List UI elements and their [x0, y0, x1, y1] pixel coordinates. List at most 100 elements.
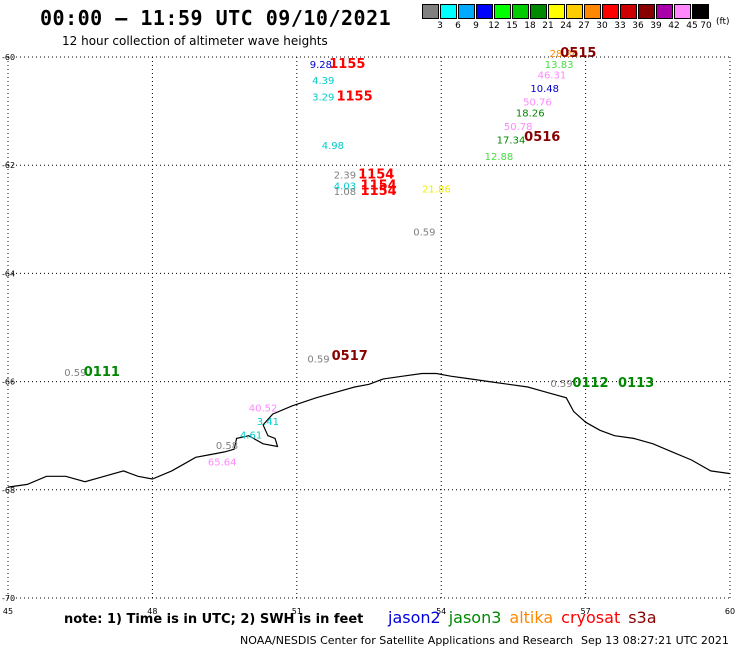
scale-swatch: [602, 4, 619, 19]
lon-tick-label: 48: [147, 607, 157, 616]
scale-swatch: [566, 4, 583, 19]
wave-height-value: 40.52: [249, 403, 278, 414]
lat-tick-label: -68: [2, 486, 15, 495]
wave-height-value: 0.58: [216, 441, 238, 452]
legend-item: s3a: [628, 608, 657, 627]
scale-swatch: [422, 4, 439, 19]
wave-height-value: 28.26: [550, 49, 579, 60]
legend-item: jason2: [388, 608, 441, 627]
wave-height-value: 50.78: [504, 122, 533, 133]
lat-tick-label: -60: [2, 53, 15, 62]
wave-height-value: 17.34: [497, 136, 526, 147]
pass-time: 0515: [560, 46, 596, 61]
scale-swatch: [440, 4, 457, 19]
wave-height-value: 12.88: [485, 152, 514, 163]
scale-label: 15: [506, 21, 518, 31]
wave-height-value: 46.31: [538, 71, 567, 82]
note-text: note: 1) Time is in UTC; 2) SWH is in fe…: [64, 612, 364, 627]
lat-tick-label: -70: [2, 594, 15, 603]
footer-timestamp: Sep 13 08:27:21 UTC 2021: [581, 634, 729, 647]
coastline-layer: [7, 372, 731, 488]
scale-label: 21: [542, 21, 554, 31]
pass-time: 0516: [524, 130, 560, 145]
legend-item: cryosat: [561, 608, 621, 627]
scale-swatch: [656, 4, 673, 19]
wave-height-value: 0.59: [550, 379, 572, 390]
scale-swatch: [674, 4, 691, 19]
wave-height-value: 9.28: [310, 60, 332, 71]
pass-time: 0517: [332, 349, 368, 364]
wave-height-value: 0.59: [64, 368, 86, 379]
legend-item: altika: [509, 608, 554, 627]
wave-height-value: 1.08: [334, 187, 356, 198]
wave-height-value: 3.29: [312, 92, 334, 103]
wave-height-value: 4.39: [312, 76, 334, 87]
scale-swatch: [620, 4, 637, 19]
map-title: 00:00 – 11:59 UTC 09/10/2021: [40, 6, 392, 30]
scale-label: 27: [578, 21, 590, 31]
scale-swatch: [584, 4, 601, 19]
lon-tick-label: 60: [725, 607, 735, 616]
wave-height-value: 18.26: [516, 109, 545, 120]
wave-height-value: 3.41: [257, 417, 279, 428]
pass-time: 0112: [572, 376, 608, 391]
wave-height-value: 0.59: [413, 228, 435, 239]
scale-swatch: [638, 4, 655, 19]
coastline: [7, 372, 731, 488]
scale-swatch: [512, 4, 529, 19]
scale-label: 45: [686, 21, 698, 31]
footer-credit: NOAA/NESDIS Center for Satellite Applica…: [240, 634, 574, 647]
legend-item: jason3: [448, 608, 502, 627]
scale-swatch: [494, 4, 511, 19]
pass-time: 0113: [618, 376, 654, 391]
scale-label: 42: [668, 21, 680, 31]
pass-time: 1154: [361, 184, 397, 199]
scale-label: 9: [473, 21, 479, 31]
wave-height-value: 4.98: [322, 141, 344, 152]
scale-swatch: [530, 4, 547, 19]
scale-swatch: [692, 4, 709, 19]
lon-tick-label: 57: [581, 607, 591, 616]
scale-label: 18: [524, 21, 536, 31]
wave-height-value: 21.86: [422, 184, 451, 195]
grid-lines: [7, 56, 731, 599]
wave-height-labels: 9.28 4.39 3.29 4.98 2.394.031.08 21.86 0.59 28.…: [64, 49, 578, 468]
wave-height-value: 10.48: [530, 84, 559, 95]
pass-time: 1154: [361, 179, 397, 194]
scale-label: 30: [596, 21, 608, 31]
pass-time: 0111: [84, 365, 120, 380]
pass-time: 1154: [358, 168, 394, 183]
pass-time: 1155: [329, 57, 365, 72]
lat-tick-label: -66: [2, 378, 15, 387]
scale-label: 39: [650, 21, 662, 31]
lat-tick-label: -64: [2, 269, 15, 278]
scale-label: 6: [455, 21, 461, 31]
lon-tick-label: 51: [292, 607, 302, 616]
scale-unit: (ft): [716, 17, 730, 27]
map-subtitle: 12 hour collection of altimeter wave hei…: [62, 34, 328, 48]
scale-swatch: [476, 4, 493, 19]
scale-swatch: [548, 4, 565, 19]
lon-tick-label: 54: [436, 607, 446, 616]
scale-label: 33: [614, 21, 626, 31]
satellite-legend: jason2 jason3 altika cryosat s3a: [388, 608, 665, 627]
wave-height-value: 50.76: [523, 98, 552, 109]
wave-height-value: 0.59: [307, 355, 329, 366]
axis-ticks: 45 48 51 54 57 60 -60 -62 -64 -66 -68 -70: [2, 53, 735, 616]
wave-height-value: 13.83: [545, 60, 574, 71]
pass-time: 1155: [336, 89, 372, 104]
scale-label: 24: [560, 21, 572, 31]
wave-height-value: 65.64: [208, 457, 237, 468]
scale-label: 36: [632, 21, 644, 31]
scale-label: 3: [437, 21, 443, 31]
wave-height-value: 4.03: [334, 182, 356, 193]
scale-label: 12: [488, 21, 500, 31]
scale-label: 70: [700, 21, 712, 31]
scale-swatch: [458, 4, 475, 19]
wave-height-value: 2.39: [334, 171, 356, 182]
lat-tick-label: -62: [2, 161, 15, 170]
wave-height-value: 4.61: [240, 430, 262, 441]
lon-tick-label: 45: [3, 607, 13, 616]
